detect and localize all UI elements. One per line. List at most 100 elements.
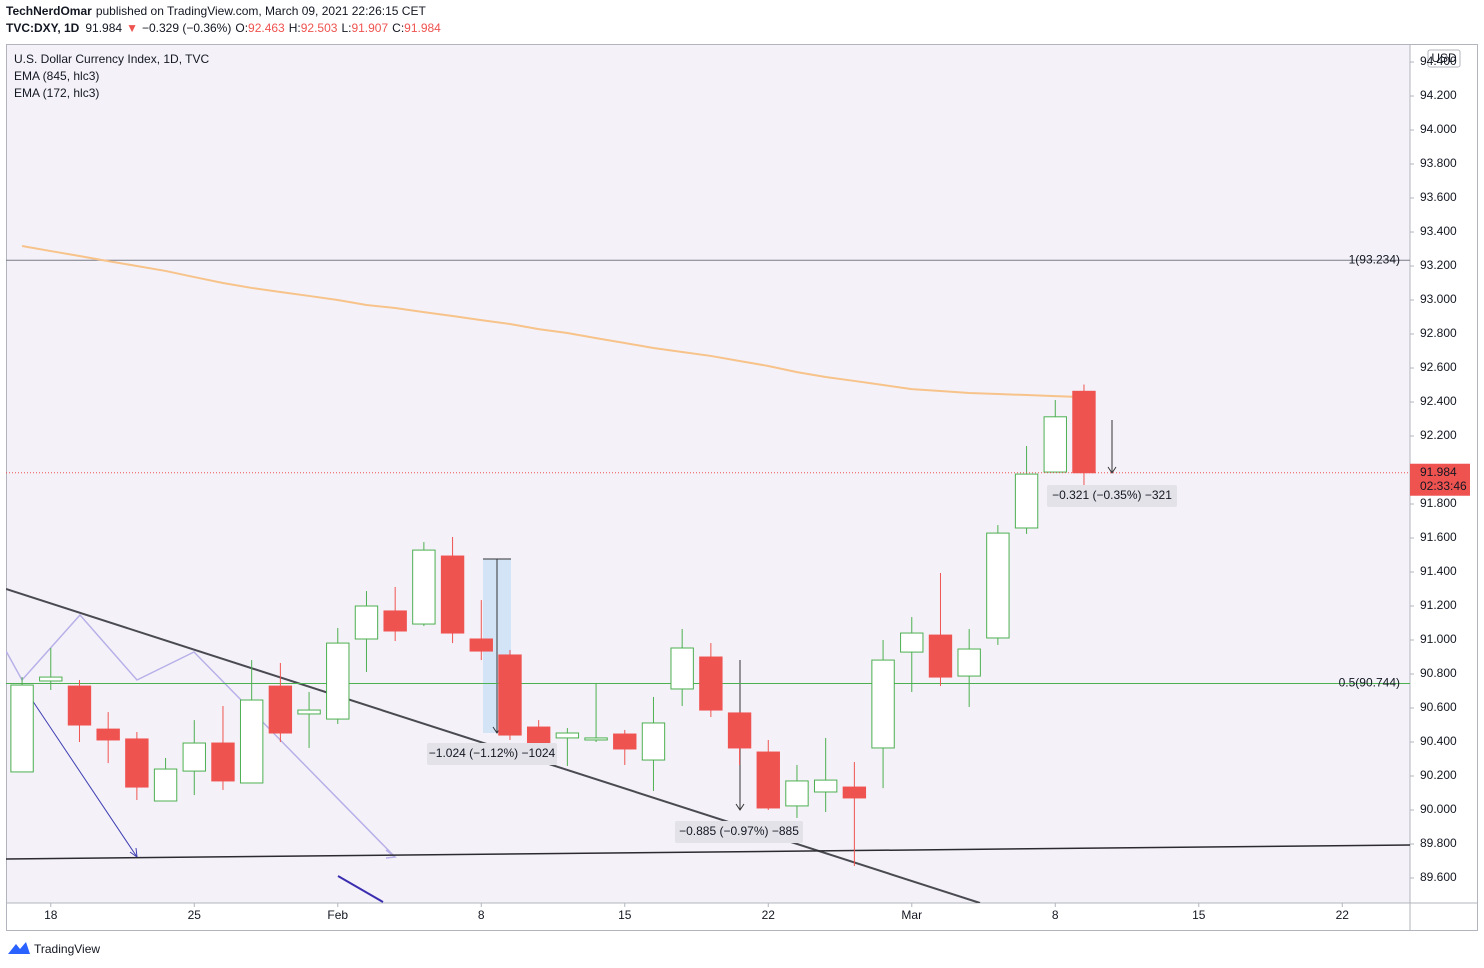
- candle-body: [153, 768, 178, 802]
- ohlc-value: 92.503: [301, 21, 338, 35]
- y-tick-label: 91.400: [1420, 564, 1457, 578]
- ema-line: [21, 244, 1085, 399]
- candle-body: [555, 732, 580, 739]
- ohlc-label: L:: [341, 21, 351, 35]
- candle-body: [670, 647, 694, 690]
- last-price-badge: [1410, 463, 1470, 496]
- candle-body: [957, 648, 981, 677]
- candle-body: [96, 728, 120, 741]
- legend-entry: EMA (845, hlc3): [14, 69, 99, 83]
- candle-body: [67, 685, 92, 726]
- y-tick-label: 93.600: [1420, 190, 1457, 204]
- y-tick-label: 91.200: [1420, 598, 1457, 612]
- candle-body: [211, 742, 235, 782]
- candle-body: [584, 737, 608, 741]
- y-tick-label: 91.800: [1420, 496, 1457, 510]
- chart-border: [6, 44, 1478, 931]
- x-tick-label: Mar: [901, 908, 922, 922]
- y-tick-label: 92.800: [1420, 326, 1457, 340]
- y-tick-label: 93.200: [1420, 258, 1457, 272]
- arrow: ▼: [126, 21, 138, 35]
- ohlc-label: O:: [235, 21, 248, 35]
- measure-label: −1.024 (−1.12%) −1024: [429, 746, 556, 760]
- candle-body: [469, 638, 493, 652]
- legend-entry: EMA (172, hlc3): [14, 86, 99, 100]
- brand-logo: [8, 942, 30, 954]
- candle-body: [1072, 390, 1096, 474]
- candle-body: [900, 632, 924, 653]
- currency-badge: [1427, 49, 1461, 68]
- candle-body: [239, 699, 264, 784]
- author: TechNerdOmar: [6, 4, 92, 18]
- candle-body: [125, 738, 149, 788]
- x-tick-label: 8: [1052, 908, 1059, 922]
- candle-body: [440, 555, 465, 634]
- currency: USD: [1431, 51, 1457, 65]
- y-tick-label: 90.600: [1420, 700, 1457, 714]
- measure-label: −0.321 (−0.35%) −321: [1052, 488, 1172, 502]
- x-tick-label: 22: [762, 908, 776, 922]
- y-tick-label: 93.400: [1420, 224, 1457, 238]
- candle-body: [182, 742, 206, 772]
- level-label: 1(93.234): [1349, 252, 1400, 266]
- measure-box: [427, 743, 557, 765]
- candle-body: [756, 751, 780, 809]
- level-label: 0.5(90.744): [1339, 676, 1400, 690]
- candle-body: [1043, 416, 1067, 473]
- y-tick-label: 93.000: [1420, 292, 1457, 306]
- arrow-head: [1107, 466, 1117, 474]
- y-tick-label: 93.800: [1420, 156, 1457, 170]
- ohlc-value: 91.907: [351, 21, 388, 35]
- symbol: TVC:DXY, 1D: [6, 21, 80, 35]
- last-price-label: 91.984: [1420, 465, 1457, 479]
- symbol-line: TVC:DXY, 1D 91.984 ▼ −0.329 (−0.36%) O:92.46…: [6, 21, 441, 35]
- measure-box: [675, 821, 803, 843]
- candle-body: [354, 605, 379, 640]
- ohlc-value: 91.984: [404, 21, 441, 35]
- x-tick-label: 8: [478, 908, 485, 922]
- chart-title: U.S. Dollar Currency Index, 1D, TVC: [14, 52, 210, 66]
- y-tick-label: 92.200: [1420, 428, 1457, 442]
- candle-body: [785, 780, 809, 807]
- y-tick-label: 90.000: [1420, 802, 1457, 816]
- y-tick-label: 91.600: [1420, 530, 1457, 544]
- candle-body: [727, 712, 752, 749]
- y-tick-label: 92.400: [1420, 394, 1457, 408]
- measure-label: −0.885 (−0.97%) −885: [679, 824, 799, 838]
- candle-body: [871, 659, 895, 749]
- candle-body: [842, 786, 867, 799]
- y-tick-label: 92.600: [1420, 360, 1457, 374]
- arrow-head: [385, 849, 397, 859]
- change: −0.329 (−0.36%): [142, 21, 231, 35]
- candle-body: [39, 676, 63, 682]
- candle-body: [1014, 473, 1039, 529]
- x-tick-label: 15: [1192, 908, 1206, 922]
- x-tick-label: 25: [188, 908, 202, 922]
- candle-body: [498, 654, 522, 736]
- y-tick-label: 89.800: [1420, 836, 1457, 850]
- candle-body: [813, 779, 838, 793]
- y-tick-label: 94.200: [1420, 88, 1457, 102]
- candle-body: [699, 656, 723, 711]
- published: published on TradingView.com, March 09, …: [96, 4, 427, 18]
- candle-body: [613, 733, 637, 750]
- y-tick-label: 90.800: [1420, 666, 1457, 680]
- measure-box: [1047, 485, 1177, 507]
- countdown: 02:33:46: [1420, 479, 1467, 493]
- candle-body: [986, 532, 1010, 639]
- brand: TradingView: [34, 942, 100, 956]
- x-tick-label: 18: [44, 908, 58, 922]
- ohlc-label: H:: [289, 21, 301, 35]
- ohlc-value: 92.463: [248, 21, 285, 35]
- y-tick-label: 90.200: [1420, 768, 1457, 782]
- y-tick-label: 91.000: [1420, 632, 1457, 646]
- candle-body: [383, 610, 407, 632]
- y-tick-label: 90.400: [1420, 734, 1457, 748]
- y-tick-label: 94.000: [1420, 122, 1457, 136]
- y-tick-label: 89.600: [1420, 870, 1457, 884]
- candle-body: [412, 549, 436, 625]
- candle-body: [268, 685, 293, 734]
- header-line: TechNerdOmar published on TradingView.com…: [6, 4, 426, 18]
